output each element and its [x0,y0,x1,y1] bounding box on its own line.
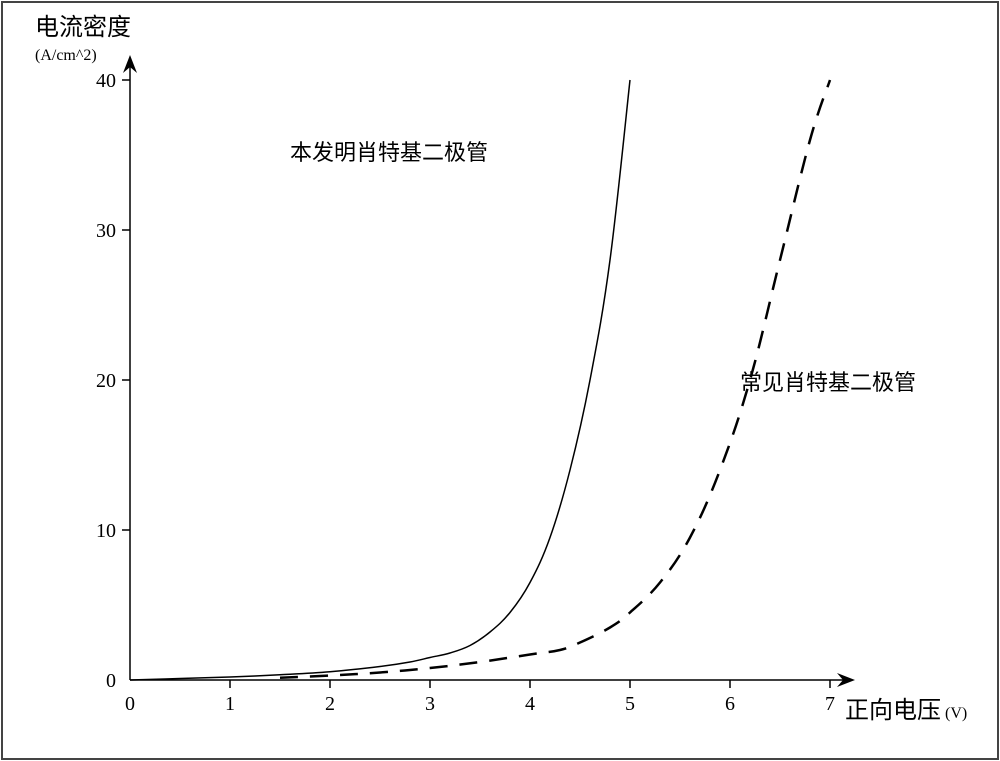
x-tick-label: 4 [525,693,535,715]
y-tick-label: 20 [96,370,116,392]
y-tick-label: 40 [96,70,116,92]
y-tick-label: 30 [96,220,116,242]
series-line-0 [130,80,630,680]
x-tick-label: 3 [425,693,435,715]
y-axis-unit: (A/cm^2) [35,47,97,64]
chart-container: 电流密度 (A/cm^2) 正向电压 (V) 0 10 20 30 40 0 1 2 3 4 5 6 7… [0,0,1000,761]
line-chart: 电流密度 (A/cm^2) 正向电压 (V) 0 10 20 30 40 0 1 2 3 4 5 6 7… [0,0,1000,761]
x-tick-label: 1 [225,693,235,715]
y-tick-label: 0 [106,670,116,692]
x-tick-label: 2 [325,693,335,715]
series-label-common: 常见肖特基二极管 [740,370,916,395]
x-axis-title: 正向电压 [845,697,941,724]
x-tick-label: 7 [825,693,835,715]
x-tick-label: 5 [625,693,635,715]
y-tick-label: 10 [96,520,116,542]
series-group [130,80,830,680]
x-axis-unit: (V) [945,705,967,722]
x-tick-label: 6 [725,693,735,715]
x-tick-label: 0 [125,693,135,715]
series-label-invention: 本发明肖特基二极管 [290,140,488,165]
y-axis-title: 电流密度 [35,14,131,41]
